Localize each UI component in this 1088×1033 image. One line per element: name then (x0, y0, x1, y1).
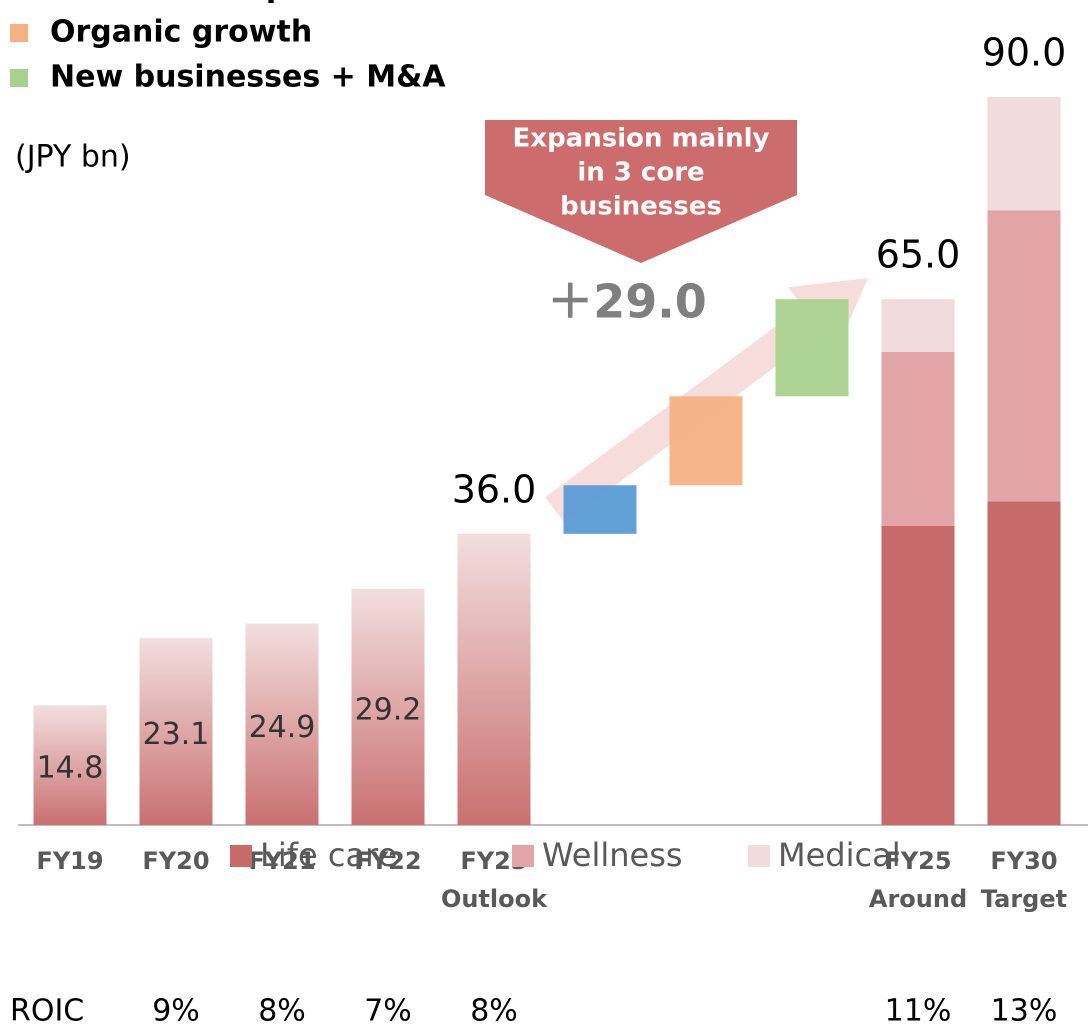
unit-label: (JPY bn) (15, 140, 131, 175)
value-label: 24.9 (249, 710, 316, 745)
value-label: 65.0 (876, 233, 961, 277)
roic-value: 8% (470, 994, 518, 1029)
callout: Expansion mainly in 3 core businesses (485, 120, 797, 263)
x-tick-label: FY19 (36, 847, 103, 875)
value-label: 29.2 (355, 692, 422, 727)
x-tick-label: FY20 (142, 847, 209, 875)
value-label: 23.1 (143, 717, 210, 752)
waterfall-bar (775, 299, 849, 397)
legend-swatch (230, 845, 252, 867)
legend-swatch (10, 69, 28, 87)
legend-label: Life care (260, 836, 397, 874)
x-tick-label: FY25 (884, 847, 951, 875)
legend-label: Medical (778, 836, 901, 874)
callout-text: Expansion mainly (513, 124, 770, 154)
change-label: ＋29.0 (547, 275, 707, 329)
x-tick-label: Around (869, 885, 967, 913)
x-tick-label: Target (981, 885, 1067, 913)
callout-shape (485, 120, 797, 263)
callout-text: businesses (560, 192, 722, 222)
bar (33, 705, 107, 825)
bar (139, 638, 213, 825)
value-label: 36.0 (452, 467, 537, 511)
roic-value: 11% (885, 994, 952, 1029)
x-tick-label: FY21 (248, 847, 315, 875)
bar-segment (987, 210, 1061, 502)
legend-label: Return from previous investments (50, 0, 632, 5)
x-tick-label: FY22 (354, 847, 421, 875)
roic-value: 13% (991, 994, 1058, 1029)
bar-segment (987, 501, 1061, 825)
roic-value: 7% (364, 994, 412, 1029)
legend-label: New businesses + M&A (50, 60, 446, 95)
callout-text: in 3 core (577, 158, 704, 188)
bar (245, 623, 319, 825)
value-label: 90.0 (982, 31, 1067, 75)
x-tick-label: FY30 (990, 847, 1057, 875)
marks (33, 97, 1061, 825)
legend-swatch (10, 24, 28, 42)
roic-value: 9% (152, 994, 200, 1029)
legend-swatch (748, 845, 770, 867)
bar-segment (881, 525, 955, 825)
value-label: 14.8 (37, 751, 104, 786)
bar (457, 533, 531, 825)
legend-label: Wellness (542, 836, 683, 874)
roic-value: 8% (258, 994, 306, 1029)
legend-swatch (512, 845, 534, 867)
waterfall-bar (669, 396, 743, 486)
legend-label: Organic growth (50, 15, 312, 50)
bar-segment (987, 97, 1061, 211)
roic-label: ROIC (10, 994, 84, 1029)
waterfall-bar (563, 485, 637, 534)
x-tick-label: Outlook (441, 885, 548, 913)
bar-segment (881, 351, 955, 526)
bar (351, 588, 425, 825)
bar-segment (881, 299, 955, 352)
